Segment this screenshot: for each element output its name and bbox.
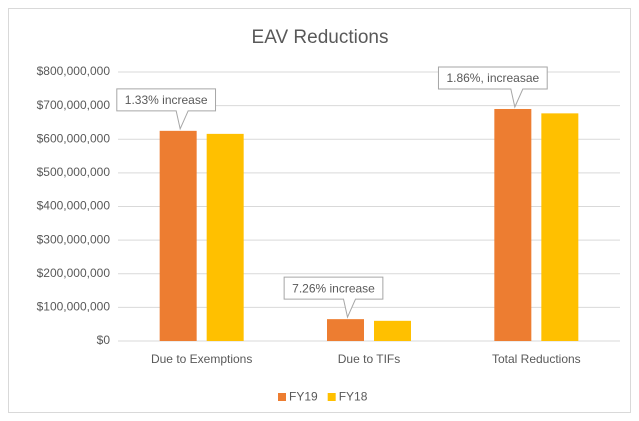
y-tick-label: $0 <box>97 333 111 347</box>
bar <box>374 320 411 341</box>
y-tick-label: $800,000,000 <box>37 64 111 78</box>
y-tick-label: $600,000,000 <box>37 131 111 145</box>
x-tick-label: Total Reductions <box>492 352 581 366</box>
annotation: 1.33% increase <box>125 93 208 107</box>
bar <box>206 133 244 341</box>
bar <box>327 319 364 341</box>
y-tick-label: $100,000,000 <box>37 300 111 314</box>
y-tick-label: $200,000,000 <box>37 266 111 280</box>
annotation-callout <box>116 88 217 131</box>
chart-title: EAV Reductions <box>252 27 389 48</box>
legend-swatch <box>327 393 336 401</box>
y-tick-label: $500,000,000 <box>37 165 111 179</box>
annotation-callout <box>437 66 548 109</box>
bar <box>541 113 579 341</box>
bar <box>159 130 197 341</box>
legend-swatch <box>278 393 286 401</box>
bar <box>494 108 532 341</box>
annotation: 7.26% increase <box>292 281 375 295</box>
annotation: 1.86%, increasae <box>446 71 539 85</box>
y-tick-label: $300,000,000 <box>37 232 111 246</box>
legend-label: FY19 <box>289 390 318 404</box>
x-tick-label: Due to Exemptions <box>151 352 252 366</box>
x-tick-label: Due to TIFs <box>338 352 400 366</box>
legend-label: FY18 <box>339 390 368 404</box>
y-tick-label: $400,000,000 <box>37 199 111 213</box>
annotation-callout <box>283 276 384 319</box>
y-tick-label: $700,000,000 <box>37 98 111 112</box>
